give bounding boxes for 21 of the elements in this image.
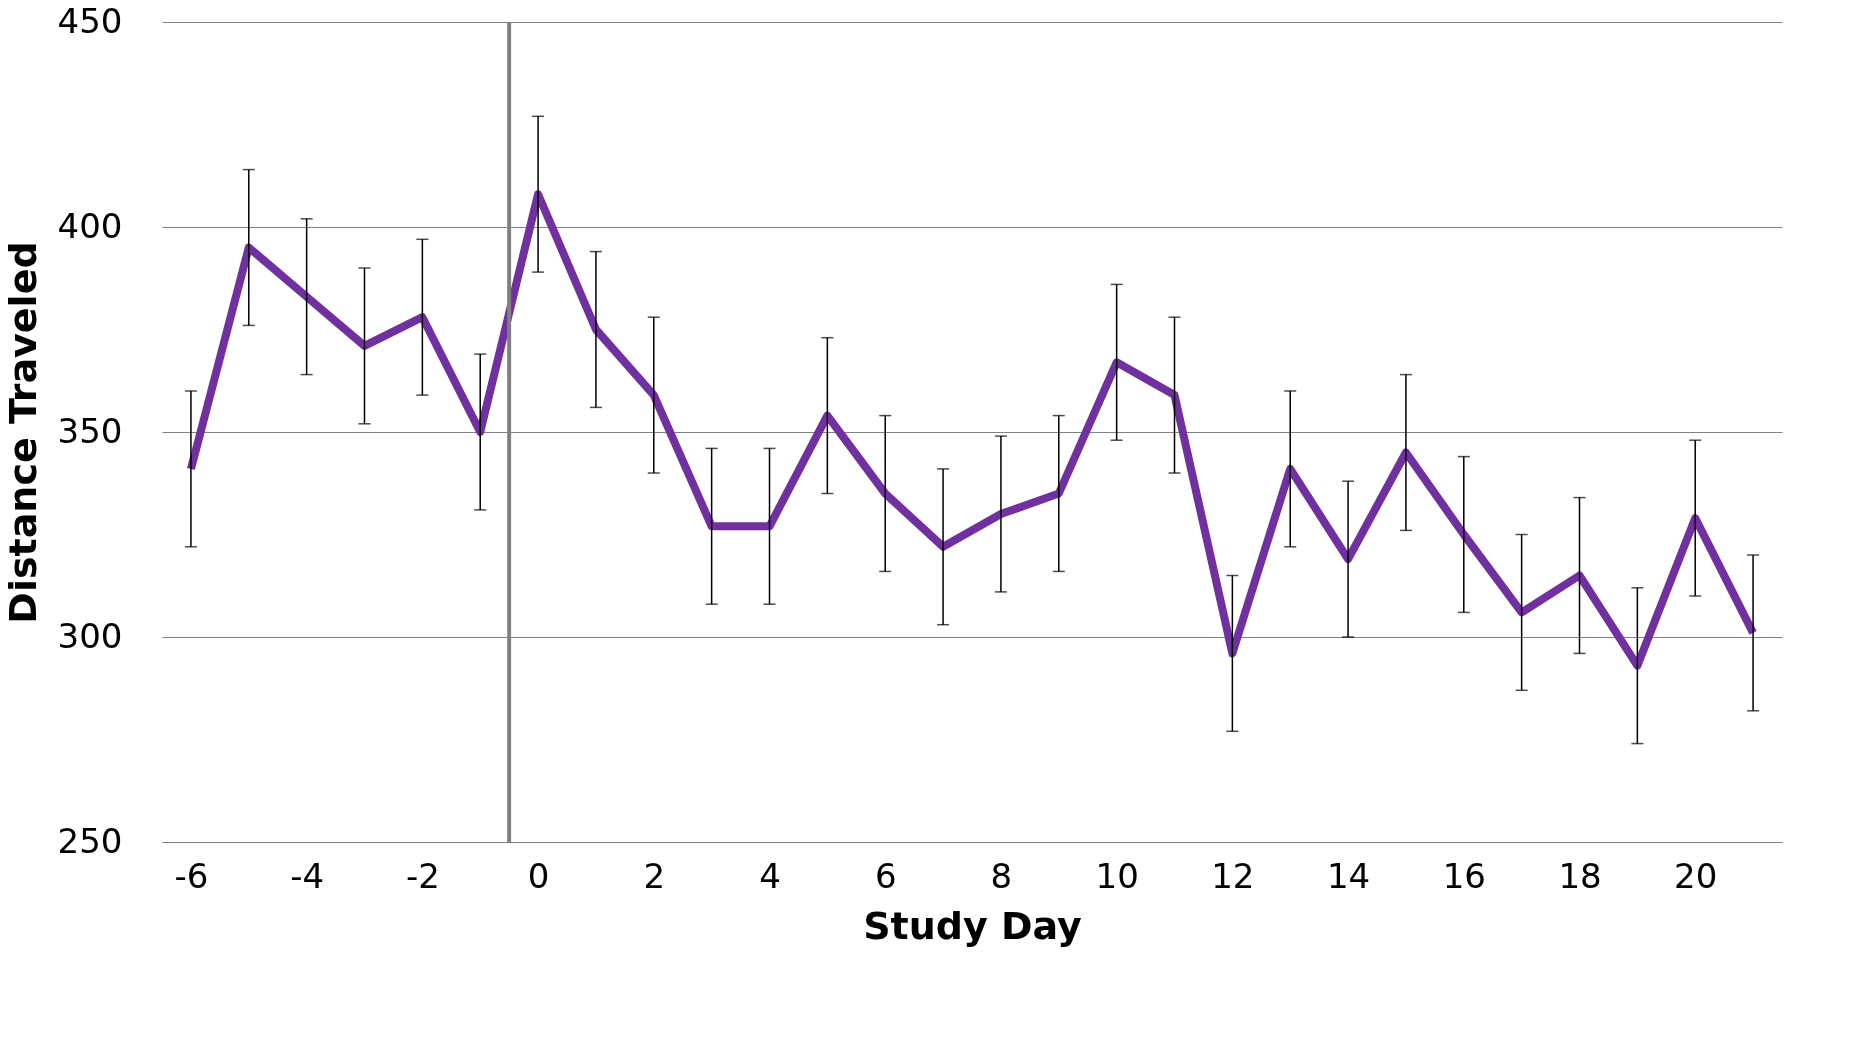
x-tick-label: 20 bbox=[1674, 855, 1718, 896]
x-tick-label: -6 bbox=[174, 855, 209, 896]
y-tick-label: 350 bbox=[57, 410, 123, 451]
x-tick-label: 6 bbox=[874, 855, 897, 896]
x-tick-label: 12 bbox=[1211, 855, 1255, 896]
x-tick-label: 2 bbox=[643, 855, 666, 896]
x-tick-label: -2 bbox=[405, 855, 440, 896]
x-tick-label: 8 bbox=[990, 855, 1013, 896]
x-tick-label: 4 bbox=[759, 855, 781, 896]
y-axis-title: Distance Traveled bbox=[0, 241, 45, 624]
x-tick-label: 0 bbox=[527, 855, 550, 896]
x-tick-label: 16 bbox=[1442, 855, 1486, 896]
y-tick-label: 400 bbox=[57, 205, 123, 246]
y-tick-label: 450 bbox=[57, 0, 123, 41]
y-tick-label: 250 bbox=[57, 820, 123, 861]
x-tick-label: 18 bbox=[1558, 855, 1602, 896]
x-tick-label: -4 bbox=[290, 855, 325, 896]
x-tick-label: 10 bbox=[1095, 855, 1139, 896]
y-tick-label: 300 bbox=[57, 615, 123, 656]
x-tick-label: 14 bbox=[1326, 855, 1371, 896]
x-axis-title: Study Day bbox=[863, 903, 1083, 948]
